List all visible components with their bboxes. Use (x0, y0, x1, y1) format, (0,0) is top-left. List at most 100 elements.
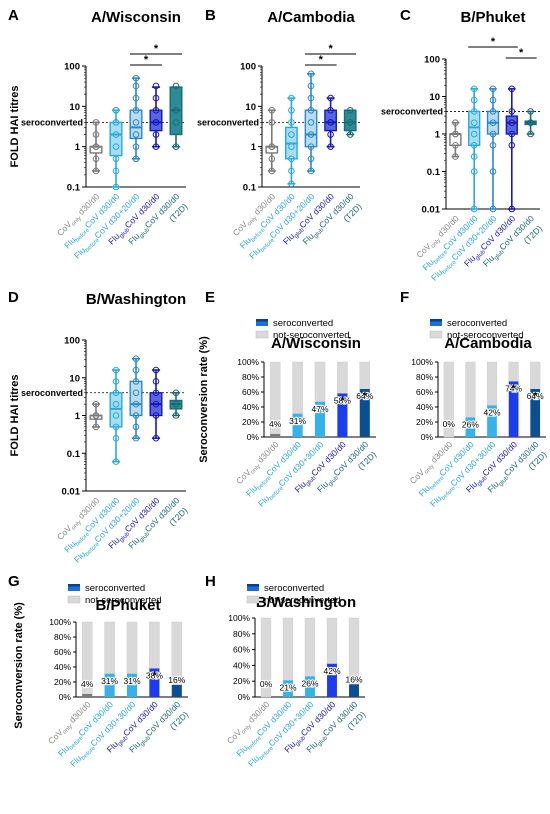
data-point (172, 119, 180, 126)
bar-not-seroconverted (359, 361, 371, 390)
data-point (132, 131, 140, 138)
data-point (112, 119, 120, 126)
bar-seroconverted (487, 405, 497, 437)
threshold-label: seroconverted (21, 388, 83, 398)
data-point (508, 205, 516, 213)
data-point (508, 130, 516, 138)
y-tick-label: 40% (416, 402, 433, 412)
bar-value-label: 21% (279, 682, 296, 692)
bar-group: 4% (80, 621, 95, 697)
y-tick-label: 80% (416, 372, 433, 382)
bar-group: 26% (300, 617, 320, 697)
category-label-base: Flu (429, 267, 445, 283)
box-group (265, 106, 279, 175)
y-tick-label: 10 (69, 373, 80, 384)
threshold-label: seroconverted (381, 106, 443, 116)
data-point (327, 119, 334, 126)
category-label-base: Flu (282, 739, 298, 755)
y-tick-label: 1 (75, 411, 81, 422)
category-label-base: Flu (106, 535, 122, 551)
y-tick-label: 100 (64, 62, 80, 73)
panel-letter: F (400, 289, 409, 306)
bar-seroconverted (283, 680, 293, 697)
bar-seroconverted (327, 663, 337, 697)
bar-not-seroconverted (465, 361, 476, 418)
data-point (112, 183, 120, 191)
data-point (346, 131, 354, 138)
bar-not-seroconverted (314, 361, 326, 402)
y-tick-label: 100% (49, 617, 71, 627)
bar-value-label: 26% (462, 420, 479, 430)
bar-seroconverted (465, 417, 476, 437)
legend-swatch-sero (256, 319, 268, 326)
chart-title: A/Cambodia (444, 335, 532, 352)
bar-not-seroconverted (149, 621, 160, 669)
bar-value-label: 31% (289, 416, 306, 426)
data-point (489, 168, 497, 175)
y-tick-label: 100 (240, 62, 256, 73)
data-point (172, 400, 180, 408)
data-point (489, 108, 497, 115)
data-point (92, 423, 100, 431)
bar-group: 21% (278, 617, 298, 697)
chart-title: B/Phuket (460, 9, 525, 26)
bar-not-seroconverted (530, 361, 541, 390)
data-point (307, 70, 315, 78)
data-point (172, 143, 180, 150)
box-iqr (129, 380, 143, 417)
data-point (92, 400, 100, 408)
category-label-base: Flu (246, 753, 262, 769)
significance-star: * (491, 36, 496, 48)
data-point (307, 167, 315, 175)
category-label-base: Flu (238, 235, 254, 251)
data-point (112, 131, 120, 138)
data-point (92, 143, 100, 150)
bar-group: 26% (461, 361, 480, 437)
data-point (327, 106, 334, 114)
bar-group: 64%* (355, 361, 375, 437)
legend-label-not: not-seroconverted (447, 330, 524, 341)
bar-seroconverted (171, 685, 182, 697)
data-point (92, 155, 100, 163)
data-point (132, 94, 140, 102)
data-point (152, 94, 160, 102)
category-label-base: CoV (55, 523, 74, 542)
data-point (132, 106, 140, 114)
panel-letter: D (8, 289, 19, 306)
y-tick-label: 0.1 (67, 183, 81, 194)
panel-g: GB/Phuketseroconvertednot-seroconverted0… (8, 573, 190, 769)
legend-swatch-sero (247, 584, 259, 591)
legend-label-not: not-seroconverted (85, 595, 162, 606)
data-point (489, 85, 497, 93)
data-point (470, 168, 478, 175)
data-point (470, 96, 478, 104)
bar-not-seroconverted (292, 361, 303, 414)
chart-title: B/Phuket (95, 597, 160, 614)
bar-seroconverted (359, 389, 370, 437)
significance-star: * (152, 671, 156, 682)
significance-star: * (519, 47, 524, 59)
panel-letter: C (400, 7, 411, 24)
bar-group: 16% (167, 621, 187, 697)
bar-group: 4% (268, 361, 283, 437)
data-point (152, 366, 160, 374)
data-point (112, 400, 120, 408)
box-iqr (324, 109, 337, 132)
significance-star: * (363, 391, 367, 402)
data-point (132, 82, 140, 90)
y-tick-label: 0% (421, 432, 434, 442)
box-group (505, 85, 518, 213)
data-point (172, 82, 180, 90)
bar-value-label: 47% (311, 404, 328, 414)
category-label-base: Flu (464, 479, 480, 495)
category-label-base: Flu (256, 493, 272, 509)
chart-title: A/Cambodia (267, 9, 355, 26)
panel-c: C B/Phuket0.010.1110100seroconvertedCoVon… (381, 7, 544, 283)
data-point (92, 119, 100, 126)
data-point (489, 96, 497, 104)
panel-h: H B/Washingtonseroconvertednot-seroconver… (205, 573, 368, 769)
bar-group: 42% (322, 617, 342, 697)
data-point (172, 389, 180, 397)
